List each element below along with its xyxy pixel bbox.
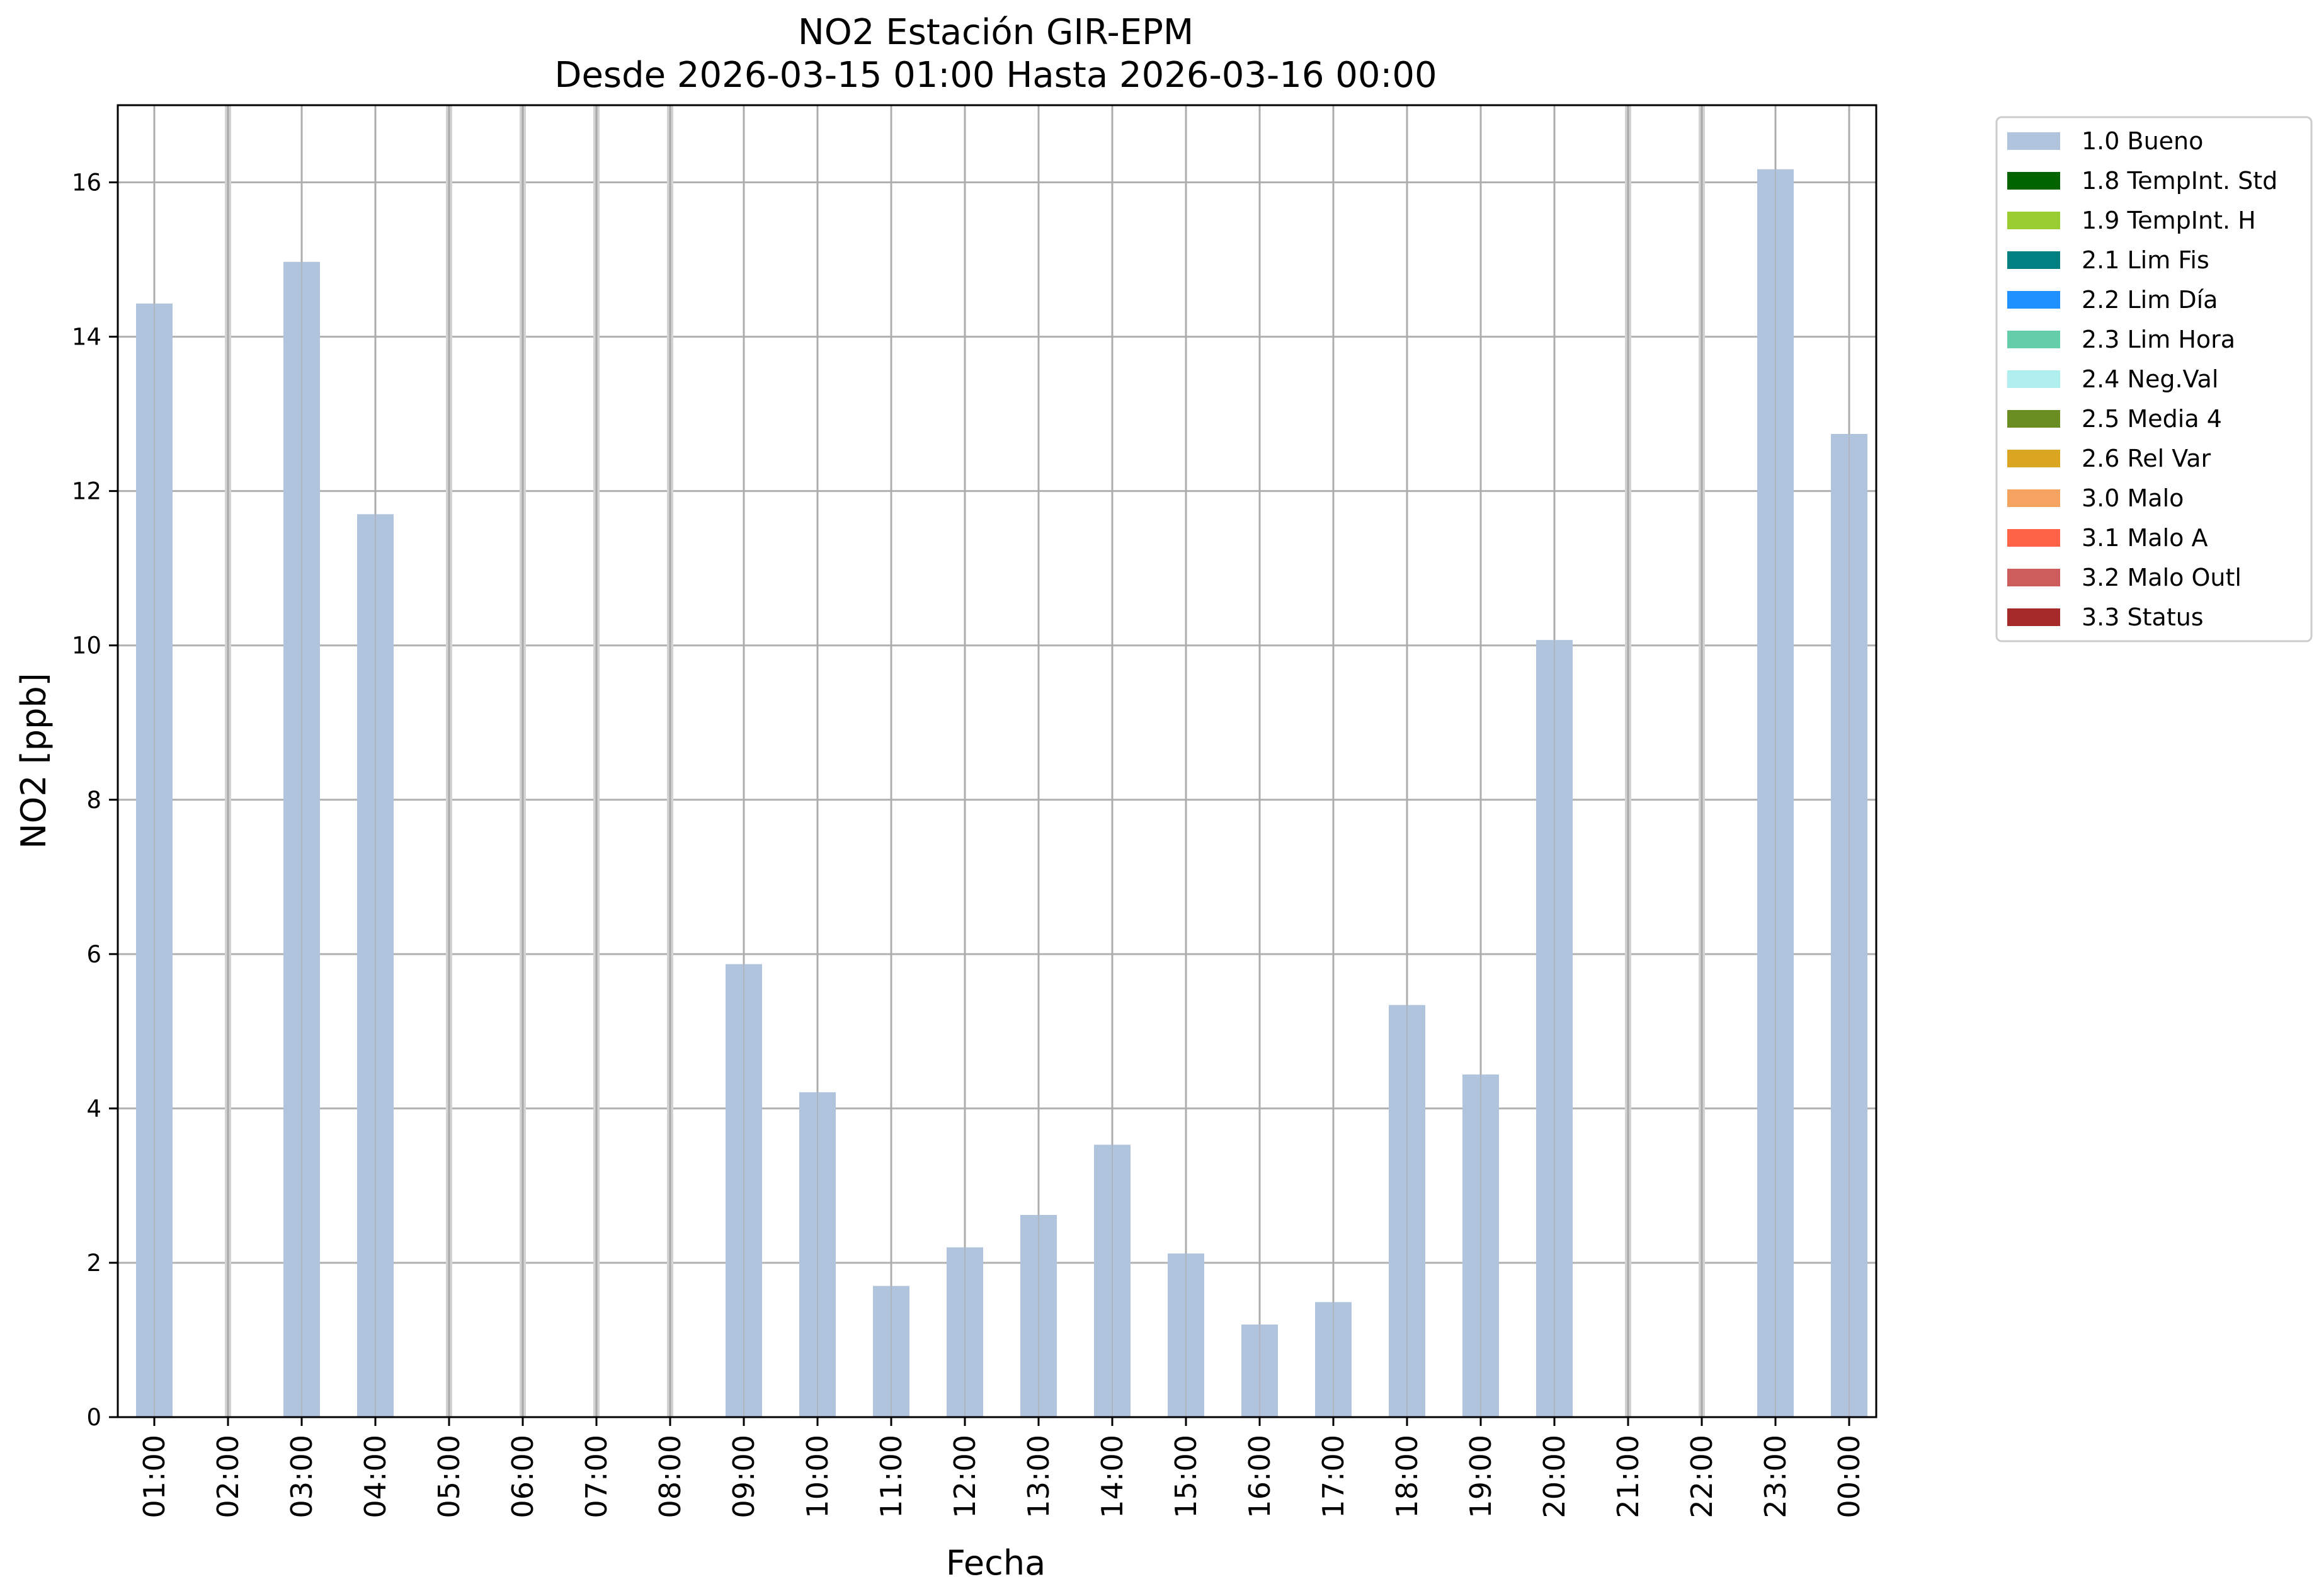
y-tick-label: 8 xyxy=(86,787,101,814)
x-tick-label: 12:00 xyxy=(948,1435,982,1519)
x-tick-label: 08:00 xyxy=(653,1435,687,1519)
x-tick-label: 20:00 xyxy=(1537,1435,1571,1519)
chart-title: NO2 Estación GIR-EPM xyxy=(798,12,1194,53)
legend: 1.0 Bueno 1.8 TempInt. Std 1.9 TempInt. H 2… xyxy=(1995,116,2313,642)
x-tick-label: 03:00 xyxy=(285,1435,319,1519)
x-tick-label: 19:00 xyxy=(1464,1435,1498,1519)
x-tick-label: 00:00 xyxy=(1832,1435,1866,1519)
x-tick-label: 04:00 xyxy=(358,1435,392,1519)
y-tick-label: 6 xyxy=(86,941,101,968)
legend-label: 2.1 Lim Fis xyxy=(2082,246,2209,274)
legend-swatch xyxy=(2007,331,2060,348)
y-tick-label: 16 xyxy=(72,169,101,197)
legend-items: 1.0 Bueno 1.8 TempInt. Std 1.9 TempInt. H 2… xyxy=(2007,127,2277,631)
x-tick-label: 14:00 xyxy=(1095,1435,1129,1519)
y-axis-ticks: 0 2 4 6 8 10 12 14 16 xyxy=(72,169,118,1431)
x-tick-label: 16:00 xyxy=(1243,1435,1277,1519)
x-tick-label: 15:00 xyxy=(1169,1435,1203,1519)
legend-swatch xyxy=(2007,251,2060,269)
legend-swatch xyxy=(2007,212,2060,229)
x-tick-label: 21:00 xyxy=(1611,1435,1645,1519)
legend-swatch xyxy=(2007,450,2060,467)
x-tick-label: 23:00 xyxy=(1758,1435,1792,1519)
x-tick-label: 01:00 xyxy=(137,1435,171,1519)
legend-swatch xyxy=(2007,370,2060,388)
x-tick-label: 02:00 xyxy=(211,1435,245,1519)
legend-label: 3.3 Status xyxy=(2082,603,2204,631)
legend-swatch xyxy=(2007,569,2060,586)
y-tick-label: 10 xyxy=(72,632,101,659)
y-tick-label: 12 xyxy=(72,478,101,505)
x-tick-label: 17:00 xyxy=(1316,1435,1350,1519)
y-tick-label: 2 xyxy=(86,1250,101,1277)
bars xyxy=(136,105,1867,1417)
legend-swatch xyxy=(2007,291,2060,309)
legend-label: 1.8 TempInt. Std xyxy=(2082,167,2277,195)
legend-label: 3.0 Malo xyxy=(2082,484,2184,512)
x-tick-label: 10:00 xyxy=(801,1435,835,1519)
y-tick-label: 0 xyxy=(86,1404,101,1431)
y-axis-label: NO2 [ppb] xyxy=(14,673,54,848)
legend-swatch xyxy=(2007,529,2060,547)
legend-frame xyxy=(1995,116,2313,642)
chart-subtitle: Desde 2026-03-15 01:00 Hasta 2026-03-16 … xyxy=(554,55,1437,96)
x-tick-label: 07:00 xyxy=(579,1435,613,1519)
x-tick-label: 11:00 xyxy=(874,1435,908,1519)
legend-label: 2.6 Rel Var xyxy=(2082,445,2211,472)
y-tick-label: 4 xyxy=(86,1095,101,1122)
legend-label: 1.9 TempInt. H xyxy=(2082,207,2256,234)
x-tick-label: 13:00 xyxy=(1022,1435,1056,1519)
legend-label: 2.3 Lim Hora xyxy=(2082,326,2235,353)
chart-title-group: NO2 Estación GIR-EPM Desde 2026-03-15 01… xyxy=(554,12,1437,96)
legend-swatch xyxy=(2007,132,2060,150)
legend-label: 2.4 Neg.Val xyxy=(2082,365,2218,393)
legend-swatch xyxy=(2007,172,2060,190)
legend-swatch xyxy=(2007,410,2060,428)
x-axis-ticks: 01:00 02:00 03:00 04:00 05:00 06:00 07:00 08:00… xyxy=(137,1417,1866,1519)
x-tick-label: 18:00 xyxy=(1390,1435,1424,1519)
x-tick-label: 22:00 xyxy=(1685,1435,1719,1519)
legend-label: 2.2 Lim Día xyxy=(2082,286,2218,314)
legend-swatch xyxy=(2007,608,2060,626)
plot-area-frame xyxy=(117,104,1877,1418)
legend-label: 1.0 Bueno xyxy=(2082,127,2203,155)
x-tick-label: 05:00 xyxy=(432,1435,466,1519)
x-tick-label: 09:00 xyxy=(727,1435,761,1519)
x-axis-label: Fecha xyxy=(946,1543,1046,1583)
legend-swatch xyxy=(2007,489,2060,507)
y-tick-label: 14 xyxy=(72,324,101,351)
legend-label: 3.1 Malo A xyxy=(2082,524,2208,552)
legend-label: 2.5 Media 4 xyxy=(2082,405,2222,433)
x-tick-label: 06:00 xyxy=(506,1435,540,1519)
legend-label: 3.2 Malo Outl xyxy=(2082,564,2242,591)
